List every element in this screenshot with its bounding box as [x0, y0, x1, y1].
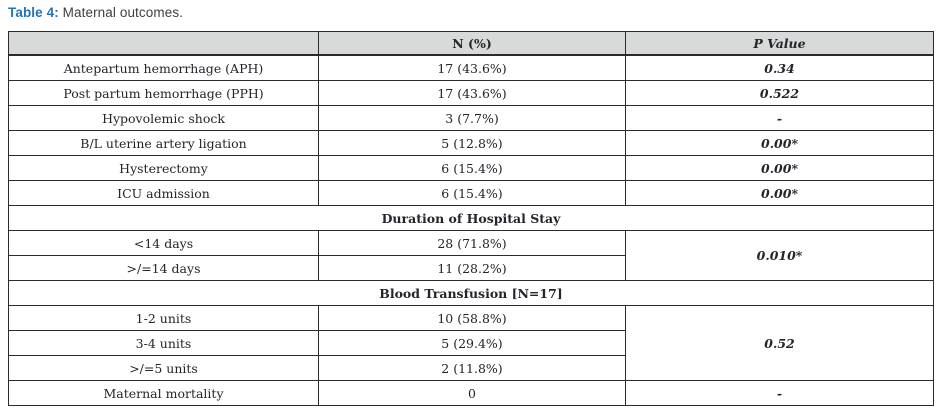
row-p-value: 0.00*: [625, 180, 934, 206]
row-n-value: 10 (58.8%): [318, 305, 626, 331]
row-n-value: 17 (43.6%): [318, 54, 626, 81]
row-n-value: 6 (15.4%): [318, 180, 626, 206]
maternal-outcomes-table: N (%) P Value Antepartum hemorrhage (APH…: [8, 31, 934, 406]
row-p-value: 0.34: [625, 54, 934, 81]
table-row: 3-4 units 5 (29.4%): [8, 330, 934, 356]
row-label: ICU admission: [8, 180, 319, 206]
row-label: Hysterectomy: [8, 155, 319, 181]
row-label: <14 days: [8, 230, 319, 256]
table-row: B/L uterine artery ligation 5 (12.8%) 0.…: [8, 130, 934, 156]
row-n-value: 2 (11.8%): [318, 355, 626, 381]
row-p-value: 0.00*: [625, 130, 934, 156]
row-label: B/L uterine artery ligation: [8, 130, 319, 156]
section-title-hospital-stay: Duration of Hospital Stay: [8, 205, 934, 231]
row-p-value: -: [625, 105, 934, 131]
table-row: Antepartum hemorrhage (APH) 17 (43.6%) 0…: [8, 54, 934, 81]
table-row: >/=14 days 11 (28.2%): [8, 255, 934, 281]
row-n-value: 11 (28.2%): [318, 255, 626, 281]
row-n-value: 5 (29.4%): [318, 330, 626, 356]
table-header-row: N (%) P Value: [8, 31, 934, 56]
row-n-value: 5 (12.8%): [318, 130, 626, 156]
table-row: Hysterectomy 6 (15.4%) 0.00*: [8, 155, 934, 181]
table-caption-label: Table 4:: [8, 5, 59, 20]
row-n-value: 0: [318, 380, 626, 406]
section-header-row: Blood Transfusion [N=17]: [8, 280, 934, 306]
row-label: 1-2 units: [8, 305, 319, 331]
row-n-value: 28 (71.8%): [318, 230, 626, 256]
row-label: Post partum hemorrhage (PPH): [8, 80, 319, 106]
row-n-value: 17 (43.6%): [318, 80, 626, 106]
row-label: 3-4 units: [8, 330, 319, 356]
row-label: Hypovolemic shock: [8, 105, 319, 131]
table-row: 1-2 units 10 (58.8%) 0.52: [8, 305, 934, 381]
table-row: >/=5 units 2 (11.8%): [8, 355, 934, 381]
row-p-value: 0.00*: [625, 155, 934, 181]
table-row: Hypovolemic shock 3 (7.7%) -: [8, 105, 934, 131]
row-n-value: 6 (15.4%): [318, 155, 626, 181]
table-row: Post partum hemorrhage (PPH) 17 (43.6%) …: [8, 80, 934, 106]
header-empty-cell: [8, 31, 319, 56]
row-label: >/=5 units: [8, 355, 319, 381]
row-label: Maternal mortality: [8, 380, 319, 406]
table-caption-text: Maternal outcomes.: [58, 5, 184, 20]
row-label: >/=14 days: [8, 255, 319, 281]
table-row: Maternal mortality 0 -: [8, 380, 934, 406]
table-row: ICU admission 6 (15.4%) 0.00*: [8, 180, 934, 206]
row-label: Antepartum hemorrhage (APH): [8, 54, 319, 81]
merged-p-value: 0.52: [625, 305, 934, 381]
table-row: <14 days 28 (71.8%) 0.010*: [8, 230, 934, 281]
table-caption: Table 4: Maternal outcomes.: [8, 5, 933, 21]
section-title-blood-transfusion: Blood Transfusion [N=17]: [8, 280, 934, 306]
header-p-value: P Value: [625, 31, 934, 56]
row-p-value: 0.522: [625, 80, 934, 106]
row-p-value: -: [625, 380, 934, 406]
merged-p-value: 0.010*: [625, 230, 934, 281]
row-n-value: 3 (7.7%): [318, 105, 626, 131]
section-header-row: Duration of Hospital Stay: [8, 205, 934, 231]
header-n-percent: N (%): [318, 31, 626, 56]
